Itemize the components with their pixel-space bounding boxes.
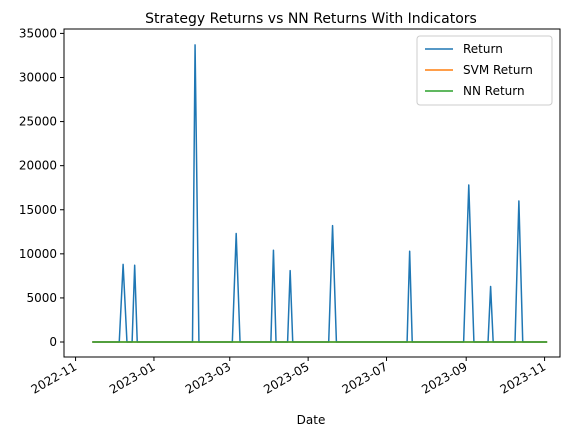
x-tick-label: 2023-09 — [419, 359, 469, 396]
y-tick-label: 0 — [49, 335, 57, 349]
x-tick-label: 2023-05 — [261, 359, 311, 396]
x-axis: 2022-11 2023-01 2023-03 2023-05 2023-07 2023-… — [29, 357, 548, 397]
chart-title: Strategy Returns vs NN Returns With Indi… — [145, 11, 477, 27]
plot-frame — [63, 28, 561, 358]
x-tick-label: 2023-03 — [183, 359, 233, 396]
y-tick-label: 15000 — [19, 203, 57, 217]
x-tick-label: 2023-01 — [107, 359, 157, 396]
series-line-0 — [92, 44, 548, 343]
x-tick-label: 2022-11 — [29, 359, 79, 396]
legend-label: Return — [463, 42, 503, 56]
x-tick-label: 2023-07 — [340, 359, 390, 396]
y-axis: 0 5000 10000 15000 20000 25000 30000 35000 — [19, 26, 64, 349]
y-tick-label: 30000 — [19, 70, 57, 84]
legend: Return SVM Return NN Return — [416, 35, 553, 106]
legend-label: NN Return — [463, 84, 525, 98]
y-tick-label: 10000 — [19, 247, 57, 261]
legend-box — [416, 35, 553, 106]
y-tick-label: 25000 — [19, 115, 57, 129]
y-tick-label: 35000 — [19, 26, 57, 40]
y-tick-label: 20000 — [19, 159, 57, 173]
plot-area — [92, 44, 548, 343]
y-tick-label: 5000 — [26, 291, 57, 305]
x-tick-label: 2023-11 — [498, 359, 548, 396]
x-axis-label: Date — [297, 413, 326, 427]
legend-label: SVM Return — [463, 63, 533, 77]
